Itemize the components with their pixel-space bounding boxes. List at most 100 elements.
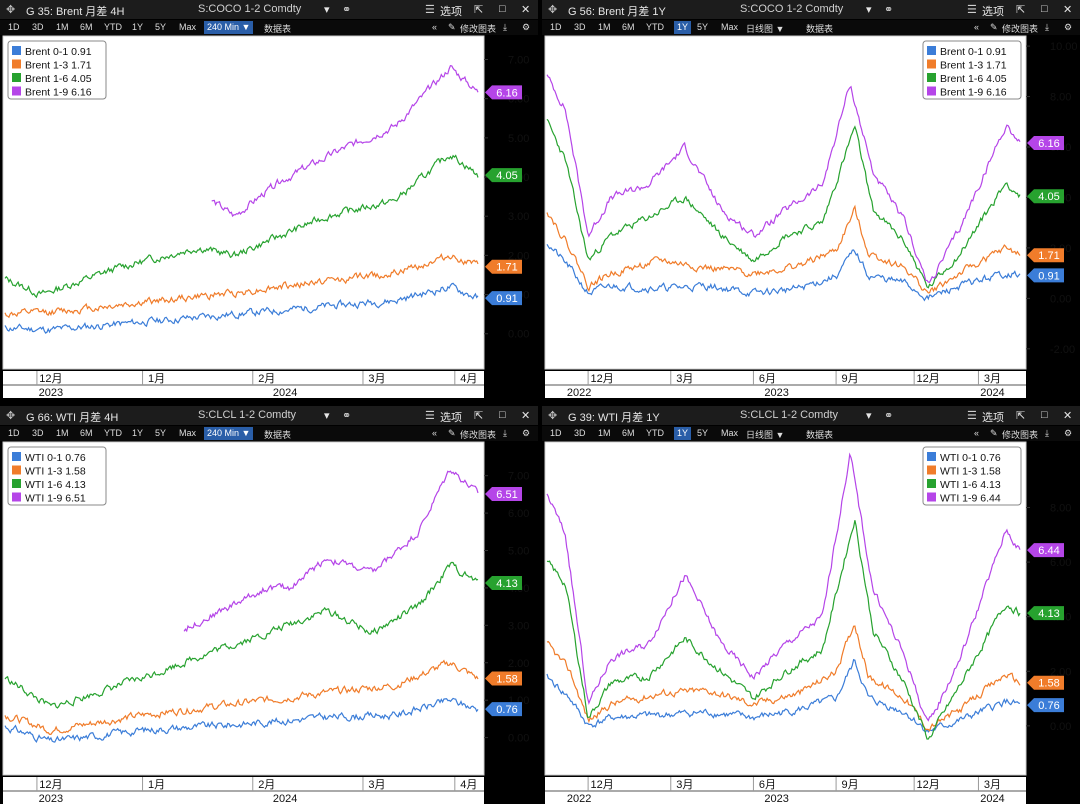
link-icon[interactable]: ⚭ — [884, 410, 894, 422]
close-icon[interactable]: ✕ — [1063, 410, 1073, 422]
gear-icon[interactable]: ⚙ — [1064, 428, 1073, 438]
link-icon[interactable]: ⚭ — [342, 4, 352, 16]
options-button[interactable]: 选项 — [982, 6, 1004, 18]
x-month-label: 12月 — [590, 779, 613, 791]
range-button-8[interactable]: 日线图 ▼ — [746, 430, 785, 440]
range-button-6[interactable]: 5Y — [155, 428, 167, 438]
range-button-7[interactable]: Max — [721, 22, 739, 32]
pencil-icon[interactable]: ✎ — [990, 428, 998, 438]
download-icon[interactable]: ⤓ — [1045, 428, 1049, 438]
maximize-icon[interactable]: □ — [499, 3, 506, 15]
range-button-5[interactable]: 1Y — [674, 427, 692, 440]
download-icon[interactable]: ⤓ — [503, 22, 507, 32]
collapse-icon[interactable]: « — [974, 428, 980, 438]
move-handle-icon[interactable]: ✥ — [6, 410, 16, 422]
legend-swatch — [12, 73, 21, 82]
range-button-7[interactable]: Max — [179, 22, 197, 32]
range-button-8[interactable]: 240 Min ▼ — [204, 21, 254, 34]
range-button-2[interactable]: 1M — [56, 428, 69, 438]
range-button-6[interactable]: 5Y — [697, 428, 709, 438]
range-button-4[interactable]: YTD — [104, 428, 122, 438]
range-button-7[interactable]: Max — [721, 428, 739, 438]
range-button-1[interactable]: 3D — [32, 428, 44, 438]
pencil-icon[interactable]: ✎ — [448, 22, 456, 32]
range-button-2[interactable]: 1M — [598, 428, 611, 438]
options-button[interactable]: 选项 — [440, 412, 462, 424]
range-button-0[interactable]: 1D — [8, 428, 20, 438]
collapse-icon[interactable]: « — [432, 428, 438, 438]
move-handle-icon[interactable]: ✥ — [548, 4, 558, 16]
edit-chart-button[interactable]: 修改图表 — [1002, 24, 1039, 34]
security-field[interactable]: S:CLCL 1-2 Comdty — [198, 409, 297, 421]
collapse-icon[interactable]: « — [974, 22, 980, 32]
move-handle-icon[interactable]: ✥ — [6, 4, 16, 16]
range-button-4[interactable]: YTD — [646, 428, 664, 438]
popout-icon[interactable]: ⇱ — [474, 410, 484, 422]
close-icon[interactable]: ✕ — [521, 410, 531, 422]
range-button-5[interactable]: 1Y — [674, 21, 692, 34]
pencil-icon[interactable]: ✎ — [990, 22, 998, 32]
range-button-6[interactable]: 5Y — [155, 22, 167, 32]
maximize-icon[interactable]: □ — [1041, 409, 1048, 421]
popout-icon[interactable]: ⇱ — [1016, 4, 1026, 16]
range-button-0[interactable]: 1D — [8, 22, 20, 32]
download-icon[interactable]: ⤓ — [1045, 22, 1049, 32]
security-field[interactable]: S:COCO 1-2 Comdty — [740, 3, 844, 15]
range-button-3[interactable]: 6M — [622, 428, 635, 438]
range-button-5[interactable]: 1Y — [132, 22, 144, 32]
range-button-4[interactable]: YTD — [104, 22, 122, 32]
maximize-icon[interactable]: □ — [1041, 3, 1048, 15]
options-menu-icon[interactable]: ☰ — [967, 4, 977, 16]
maximize-icon[interactable]: □ — [499, 409, 506, 421]
range-button-5[interactable]: 1Y — [132, 428, 144, 438]
options-menu-icon[interactable]: ☰ — [967, 410, 977, 422]
range-button-9[interactable]: 数据表 — [806, 24, 834, 34]
popout-icon[interactable]: ⇱ — [474, 4, 484, 16]
range-button-3[interactable]: 6M — [80, 428, 93, 438]
range-button-7[interactable]: Max — [179, 428, 197, 438]
range-button-4[interactable]: YTD — [646, 22, 664, 32]
range-button-3[interactable]: 6M — [622, 22, 635, 32]
options-menu-icon[interactable]: ☰ — [425, 410, 435, 422]
range-button-6[interactable]: 5Y — [697, 22, 709, 32]
link-icon[interactable]: ⚭ — [342, 410, 352, 422]
range-button-1[interactable]: 3D — [574, 22, 586, 32]
range-button-1[interactable]: 3D — [32, 22, 44, 32]
options-menu-icon[interactable]: ☰ — [425, 4, 435, 16]
range-button-8[interactable]: 日线图 ▼ — [746, 24, 785, 34]
security-field[interactable]: S:COCO 1-2 Comdty — [198, 3, 302, 15]
range-button-9[interactable]: 数据表 — [806, 430, 834, 440]
range-button-3[interactable]: 6M — [80, 22, 93, 32]
collapse-icon[interactable]: « — [432, 22, 438, 32]
range-button-0[interactable]: 1D — [550, 428, 562, 438]
close-icon[interactable]: ✕ — [521, 4, 531, 16]
range-button-2[interactable]: 1M — [56, 22, 69, 32]
last-value-tag — [485, 168, 522, 183]
edit-chart-button[interactable]: 修改图表 — [460, 24, 497, 34]
range-button-0[interactable]: 1D — [550, 22, 562, 32]
range-button-9[interactable]: 数据表 — [264, 24, 292, 34]
range-button-1[interactable]: 3D — [574, 428, 586, 438]
gear-icon[interactable]: ⚙ — [1064, 22, 1073, 32]
move-handle-icon[interactable]: ✥ — [548, 410, 558, 422]
security-dropdown-icon[interactable]: ▾ — [324, 4, 330, 16]
close-icon[interactable]: ✕ — [1063, 4, 1073, 16]
edit-chart-button[interactable]: 修改图表 — [460, 430, 497, 440]
gear-icon[interactable]: ⚙ — [522, 22, 531, 32]
edit-chart-button[interactable]: 修改图表 — [1002, 430, 1039, 440]
options-button[interactable]: 选项 — [982, 412, 1004, 424]
link-icon[interactable]: ⚭ — [884, 4, 894, 16]
pencil-icon[interactable]: ✎ — [448, 428, 456, 438]
gear-icon[interactable]: ⚙ — [522, 428, 531, 438]
range-button-8[interactable]: 240 Min ▼ — [204, 427, 254, 440]
range-button-2[interactable]: 1M — [598, 22, 611, 32]
popout-icon[interactable]: ⇱ — [1016, 410, 1026, 422]
range-button-9[interactable]: 数据表 — [264, 430, 292, 440]
security-dropdown-icon[interactable]: ▾ — [866, 410, 872, 422]
security-dropdown-icon[interactable]: ▾ — [866, 4, 872, 16]
security-dropdown-icon[interactable]: ▾ — [324, 410, 330, 422]
options-button[interactable]: 选项 — [440, 6, 462, 18]
download-icon[interactable]: ⤓ — [503, 428, 507, 438]
security-field[interactable]: S:CLCL 1-2 Comdty — [740, 409, 839, 421]
panel-titlebar: ✥ G 39: WTI 月差 1Y S:CLCL 1-2 Comdty ▾ ⚭ ☰ 选项 ⇱ □… — [542, 406, 1080, 425]
